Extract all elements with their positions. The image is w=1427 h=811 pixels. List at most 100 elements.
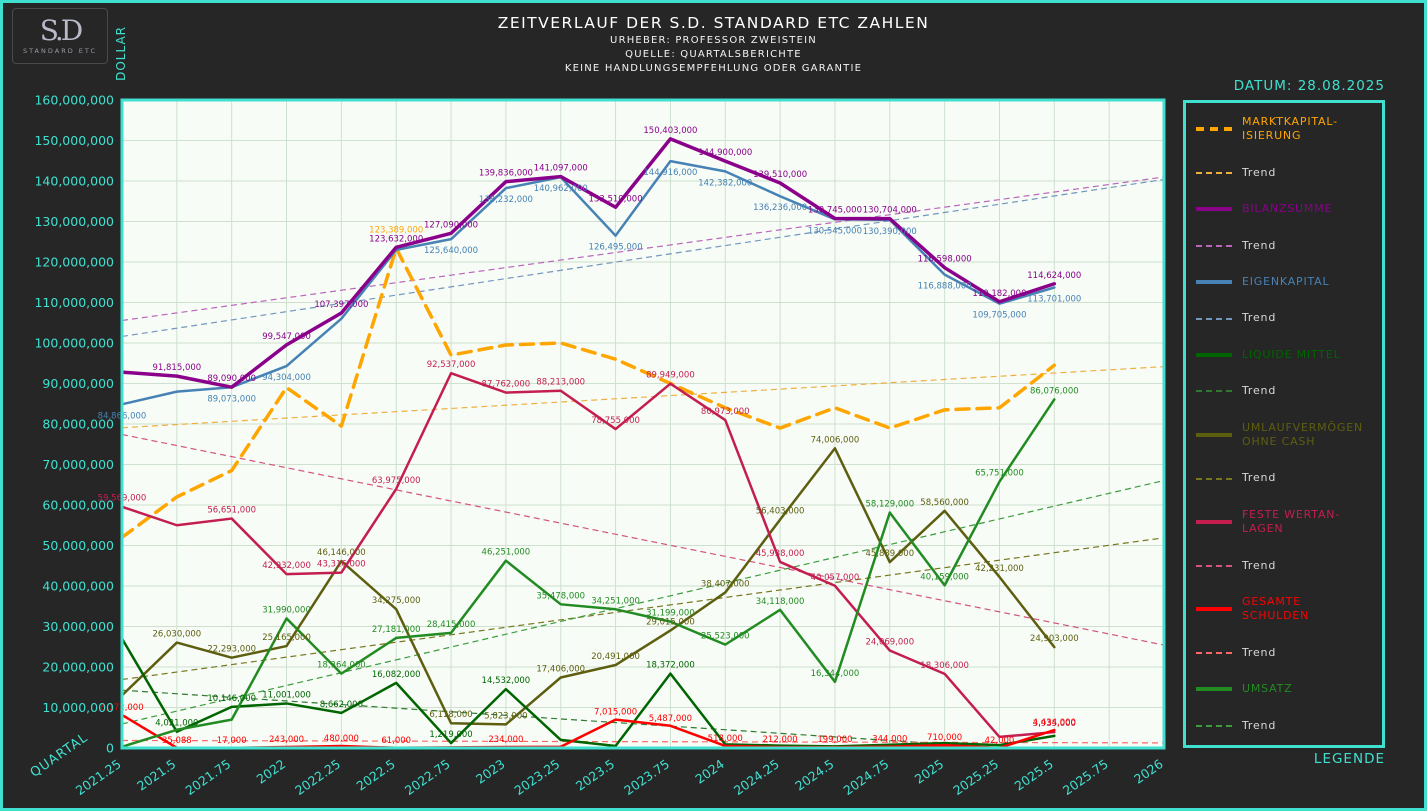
y-tick-label: 60,000,000 [42, 498, 114, 513]
data-label-umlaufvermoegen-ohne-cash: 6,118,000 [429, 710, 472, 720]
data-label-gesamte-schulden: 518,000 [708, 734, 743, 744]
data-label-gesamte-schulden: 234,000 [488, 735, 523, 745]
x-tick-label: 2021.5 [134, 756, 178, 793]
legend-label-marktkapitalisierung: MARKTKAPITAL-ISIERUNG [1242, 115, 1338, 143]
data-label-eigenkapital: 130,390,000 [863, 227, 917, 237]
legend-label-eigenkapital: EIGENKAPITAL [1242, 274, 1330, 288]
y-axis-title: DOLLAR [114, 26, 128, 81]
date-label: DATUM: 28.08.2025 [1233, 78, 1385, 94]
x-tick-label: 2022 [254, 756, 289, 787]
data-label-bilanzsumme: 130,745,000 [808, 205, 862, 215]
legend-item-gesamte-schulden-trend: Trend [1196, 646, 1372, 660]
data-label-umlaufvermoegen-ohne-cash: 74,006,000 [811, 435, 860, 445]
data-label-bilanzsumme: 118,598,000 [918, 255, 972, 265]
data-label-feste-wertanlagen: 24,069,000 [865, 638, 914, 648]
data-label-gesamte-schulden: 7,015,000 [594, 708, 637, 718]
x-tick-label: 2025.5 [1012, 756, 1056, 793]
y-tick-label: 130,000,000 [34, 214, 114, 229]
y-tick-label: 140,000,000 [34, 174, 114, 189]
data-label-eigenkapital: 140,962,000 [534, 184, 588, 194]
x-tick-label: 2025.75 [1060, 756, 1111, 798]
data-label-bilanzsumme: 127,090,000 [424, 220, 478, 230]
x-tick-label: 2026 [1131, 756, 1166, 787]
data-label-umlaufvermoegen-ohne-cash: 20,491,000 [591, 652, 640, 662]
data-label-bilanzsumme: 110,182,000 [972, 289, 1026, 299]
data-label-umsatz: 65,751,000 [975, 469, 1024, 479]
data-label-umsatz: 25,523,000 [701, 632, 750, 642]
trend-line-gesamte-schulden [122, 739, 1164, 744]
x-tick-label: 2025 [912, 756, 947, 787]
y-tick-label: 50,000,000 [42, 538, 114, 553]
data-label-gesamte-schulden: 480,000 [324, 734, 359, 744]
data-label-umsatz: 35,478,000 [536, 591, 585, 601]
chart-subtitle-disclaimer: KEINE HANDLUNGSEMPFEHLUNG ODER GARANTIE [564, 63, 863, 74]
data-label-marktkapitalisierung: 123,389,000 [369, 225, 423, 235]
data-label-bilanzsumme: 89,090,000 [207, 374, 256, 384]
data-label-bilanzsumme: 139,836,000 [479, 169, 533, 179]
data-label-umlaufvermoegen-ohne-cash: 38,407,000 [701, 579, 750, 589]
legend-label-feste-wertanlagen-trend: Trend [1242, 558, 1277, 572]
legend-item-marktkapitalisierung: MARKTKAPITAL-ISIERUNG [1196, 115, 1372, 144]
data-label-umlaufvermoegen-ohne-cash: 25,165,000 [262, 633, 311, 643]
y-tick-label: 150,000,000 [34, 133, 114, 148]
legend-panel: MARKTKAPITAL-ISIERUNG Trend BILANZSUMME Tre… [1183, 100, 1385, 748]
legend-item-gesamte-schulden: GESAMTE SCHULDEN [1196, 595, 1372, 624]
legend-item-umlaufvermoegen-ohne-cash-trend: Trend [1196, 471, 1372, 485]
series-line-liquide-mittel [122, 637, 1056, 748]
data-label-umsatz: 16,344,000 [811, 669, 860, 679]
series-line-marktkapitalisierung [122, 246, 1057, 540]
data-label-umlaufvermoegen-ohne-cash: 42,231,000 [975, 564, 1024, 574]
data-label-liquide-mittel: 14,532,000 [482, 676, 531, 686]
legend-label-gesamte-schulden-trend: Trend [1242, 645, 1277, 659]
x-tick-label: 2021.75 [182, 756, 233, 798]
legend-item-umlaufvermoegen-ohne-cash: UMLAUFVERMÖGEN OHNE CASH [1196, 421, 1372, 450]
data-label-feste-wertanlagen: 78,755,000 [591, 416, 640, 426]
legend-label-liquide-mittel: LIQUIDE MITTEL [1242, 347, 1341, 361]
data-label-gesamte-schulden: 212,000 [763, 735, 798, 745]
data-label-bilanzsumme: 130,704,000 [863, 206, 917, 216]
y-tick-label: 90,000,000 [42, 376, 114, 391]
data-label-eigenkapital: 142,382,000 [698, 178, 752, 188]
data-label-liquide-mittel: 10,146,000 [207, 694, 256, 704]
legend-swatch-marktkapitalisierung [1196, 127, 1232, 132]
data-label-bilanzsumme: 144,900,000 [698, 148, 752, 158]
data-label-bilanzsumme: 91,815,000 [153, 363, 202, 373]
legend-label-umlaufvermoegen-ohne-cash-trend: Trend [1242, 471, 1277, 485]
logo-subtext: STANDARD ETC [22, 47, 98, 55]
data-label-umsatz: 40,159,000 [920, 572, 969, 582]
legend-swatch-gesamte-schulden-trend [1196, 651, 1232, 654]
data-label-gesamte-schulden: 710,000 [927, 733, 962, 743]
legend-item-umsatz-trend: Trend [1196, 719, 1372, 733]
data-label-umsatz: 46,251,000 [482, 548, 531, 558]
data-label-feste-wertanlagen: 18,306,000 [920, 661, 969, 671]
legend-swatch-liquide-mittel-trend [1196, 390, 1232, 393]
chart-subtitle-author: URHEBER: PROFESSOR ZWEISTEIN [610, 35, 817, 46]
data-label-gesamte-schulden: 4,434,000 [1033, 718, 1076, 728]
y-tick-label: 0 [106, 741, 114, 756]
y-tick-label: 160,000,000 [34, 93, 114, 108]
data-label-bilanzsumme: 107,397,000 [314, 300, 368, 310]
legend-swatch-eigenkapital-trend [1196, 317, 1232, 320]
legend-item-liquide-mittel: LIQUIDE MITTEL [1196, 348, 1372, 362]
data-label-eigenkapital: 89,073,000 [207, 394, 256, 404]
legend-label-marktkapitalisierung-trend: Trend [1242, 165, 1277, 179]
legend-swatch-feste-wertanlagen [1196, 520, 1232, 525]
legend-item-eigenkapital-trend: Trend [1196, 311, 1372, 325]
data-label-umlaufvermoegen-ohne-cash: 45,889,000 [865, 549, 914, 559]
x-tick-label: 2024 [692, 756, 727, 787]
x-tick-label: 2025.25 [950, 756, 1001, 798]
series-line-bilanzsumme [122, 137, 1057, 389]
data-label-umsatz: 58,129,000 [865, 500, 914, 510]
trend-line-eigenkapital [122, 178, 1164, 338]
chart: 123,389,000 91,815,000 89,090,000 99,547,00… [34, 93, 1166, 799]
data-label-umlaufvermoegen-ohne-cash: 29,015,000 [646, 617, 695, 627]
y-tick-label: 30,000,000 [42, 619, 114, 634]
data-label-eigenkapital: 130,545,000 [808, 226, 862, 236]
data-label-feste-wertanlagen: 56,651,000 [207, 506, 256, 516]
legend-item-umsatz: UMSATZ [1196, 682, 1372, 696]
legend-label-umsatz: UMSATZ [1242, 682, 1293, 696]
data-label-umsatz: 34,251,000 [591, 596, 640, 606]
data-label-gesamte-schulden: 61,000 [381, 736, 411, 746]
data-label-eigenkapital: 125,640,000 [424, 246, 478, 256]
